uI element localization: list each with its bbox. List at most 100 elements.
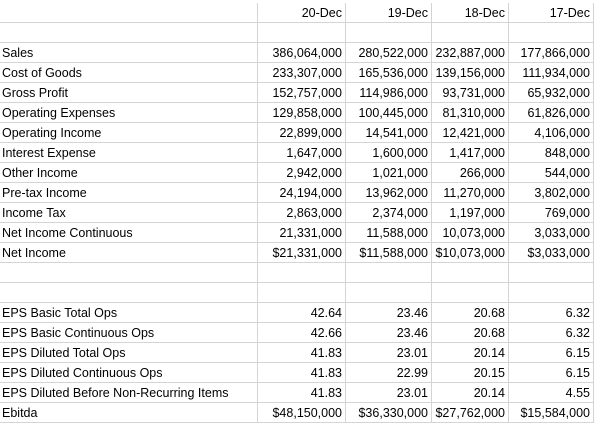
header-cell-19-dec[interactable]: 19-Dec <box>346 3 432 23</box>
value-cell[interactable]: 3,802,000 <box>509 183 594 203</box>
row-label-cell[interactable]: Operating Income <box>0 123 258 143</box>
header-cell-17-dec[interactable]: 17-Dec <box>509 3 594 23</box>
row-label-cell[interactable]: EPS Basic Continuous Ops <box>0 323 258 343</box>
value-cell[interactable] <box>432 283 509 303</box>
value-cell[interactable]: 10,073,000 <box>432 223 509 243</box>
value-cell[interactable]: 2,374,000 <box>346 203 432 223</box>
value-cell[interactable]: 2,942,000 <box>258 163 346 183</box>
value-cell[interactable] <box>346 23 432 43</box>
value-cell[interactable]: $48,150,000 <box>258 403 346 423</box>
value-cell[interactable]: $27,762,000 <box>432 403 509 423</box>
value-cell[interactable] <box>432 23 509 43</box>
row-label-cell[interactable]: Operating Expenses <box>0 103 258 123</box>
row-label-cell[interactable]: EPS Diluted Before Non-Recurring Items <box>0 383 258 403</box>
value-cell[interactable]: 1,021,000 <box>346 163 432 183</box>
value-cell[interactable]: 266,000 <box>432 163 509 183</box>
row-label-cell[interactable] <box>0 263 258 283</box>
value-cell[interactable]: 20.15 <box>432 363 509 383</box>
value-cell[interactable]: 42.66 <box>258 323 346 343</box>
value-cell[interactable]: 23.46 <box>346 303 432 323</box>
value-cell[interactable] <box>509 23 594 43</box>
value-cell[interactable]: 81,310,000 <box>432 103 509 123</box>
value-cell[interactable]: 100,445,000 <box>346 103 432 123</box>
row-label-cell[interactable]: Sales <box>0 43 258 63</box>
value-cell[interactable]: 769,000 <box>509 203 594 223</box>
value-cell[interactable]: 1,197,000 <box>432 203 509 223</box>
value-cell[interactable]: $21,331,000 <box>258 243 346 263</box>
value-cell[interactable]: 848,000 <box>509 143 594 163</box>
value-cell[interactable]: 6.32 <box>509 303 594 323</box>
value-cell[interactable]: 21,331,000 <box>258 223 346 243</box>
row-label-cell[interactable]: Pre-tax Income <box>0 183 258 203</box>
value-cell[interactable]: 22.99 <box>346 363 432 383</box>
value-cell[interactable]: 544,000 <box>509 163 594 183</box>
value-cell[interactable]: 20.68 <box>432 323 509 343</box>
row-label-cell[interactable]: Gross Profit <box>0 83 258 103</box>
row-label-cell[interactable]: Cost of Goods <box>0 63 258 83</box>
value-cell[interactable]: $11,588,000 <box>346 243 432 263</box>
value-cell[interactable] <box>432 263 509 283</box>
value-cell[interactable]: 61,826,000 <box>509 103 594 123</box>
row-label-cell[interactable] <box>0 283 258 303</box>
value-cell[interactable]: $36,330,000 <box>346 403 432 423</box>
row-label-cell[interactable]: Income Tax <box>0 203 258 223</box>
value-cell[interactable]: 1,647,000 <box>258 143 346 163</box>
value-cell[interactable]: 2,863,000 <box>258 203 346 223</box>
value-cell[interactable]: 41.83 <box>258 363 346 383</box>
row-label-cell[interactable]: EPS Diluted Total Ops <box>0 343 258 363</box>
value-cell[interactable]: 22,899,000 <box>258 123 346 143</box>
value-cell[interactable]: 1,600,000 <box>346 143 432 163</box>
value-cell[interactable]: 4,106,000 <box>509 123 594 143</box>
value-cell[interactable]: 41.83 <box>258 343 346 363</box>
value-cell[interactable]: 14,541,000 <box>346 123 432 143</box>
value-cell[interactable]: 23.01 <box>346 343 432 363</box>
value-cell[interactable]: $3,033,000 <box>509 243 594 263</box>
row-label-cell[interactable]: Net Income <box>0 243 258 263</box>
row-label-cell[interactable]: Ebitda <box>0 403 258 423</box>
value-cell[interactable]: 233,307,000 <box>258 63 346 83</box>
value-cell[interactable]: 41.83 <box>258 383 346 403</box>
value-cell[interactable]: 165,536,000 <box>346 63 432 83</box>
value-cell[interactable]: 20.14 <box>432 343 509 363</box>
header-cell-20-dec[interactable]: 20-Dec <box>258 3 346 23</box>
value-cell[interactable]: 114,986,000 <box>346 83 432 103</box>
value-cell[interactable]: 6.15 <box>509 343 594 363</box>
row-label-cell[interactable]: Other Income <box>0 163 258 183</box>
value-cell[interactable]: 93,731,000 <box>432 83 509 103</box>
value-cell[interactable]: $15,584,000 <box>509 403 594 423</box>
value-cell[interactable]: 280,522,000 <box>346 43 432 63</box>
value-cell[interactable] <box>346 283 432 303</box>
header-cell-18-dec[interactable]: 18-Dec <box>432 3 509 23</box>
value-cell[interactable]: 232,887,000 <box>432 43 509 63</box>
value-cell[interactable] <box>346 263 432 283</box>
value-cell[interactable]: 20.68 <box>432 303 509 323</box>
row-label-cell[interactable]: Interest Expense <box>0 143 258 163</box>
value-cell[interactable]: 3,033,000 <box>509 223 594 243</box>
value-cell[interactable]: 129,858,000 <box>258 103 346 123</box>
value-cell[interactable]: 111,934,000 <box>509 63 594 83</box>
value-cell[interactable]: 13,962,000 <box>346 183 432 203</box>
value-cell[interactable]: 20.14 <box>432 383 509 403</box>
value-cell[interactable]: 11,588,000 <box>346 223 432 243</box>
value-cell[interactable]: 1,417,000 <box>432 143 509 163</box>
row-label-cell[interactable]: EPS Diluted Continuous Ops <box>0 363 258 383</box>
value-cell[interactable] <box>258 283 346 303</box>
value-cell[interactable]: 42.64 <box>258 303 346 323</box>
value-cell[interactable]: 386,064,000 <box>258 43 346 63</box>
header-cell-label[interactable] <box>0 3 258 23</box>
value-cell[interactable]: 65,932,000 <box>509 83 594 103</box>
value-cell[interactable]: 6.32 <box>509 323 594 343</box>
value-cell[interactable]: 24,194,000 <box>258 183 346 203</box>
value-cell[interactable]: 11,270,000 <box>432 183 509 203</box>
value-cell[interactable] <box>509 263 594 283</box>
value-cell[interactable] <box>509 283 594 303</box>
value-cell[interactable]: 6.15 <box>509 363 594 383</box>
value-cell[interactable]: 23.01 <box>346 383 432 403</box>
value-cell[interactable] <box>258 263 346 283</box>
value-cell[interactable]: $10,073,000 <box>432 243 509 263</box>
value-cell[interactable]: 23.46 <box>346 323 432 343</box>
value-cell[interactable]: 177,866,000 <box>509 43 594 63</box>
value-cell[interactable]: 4.55 <box>509 383 594 403</box>
row-label-cell[interactable] <box>0 23 258 43</box>
value-cell[interactable]: 12,421,000 <box>432 123 509 143</box>
